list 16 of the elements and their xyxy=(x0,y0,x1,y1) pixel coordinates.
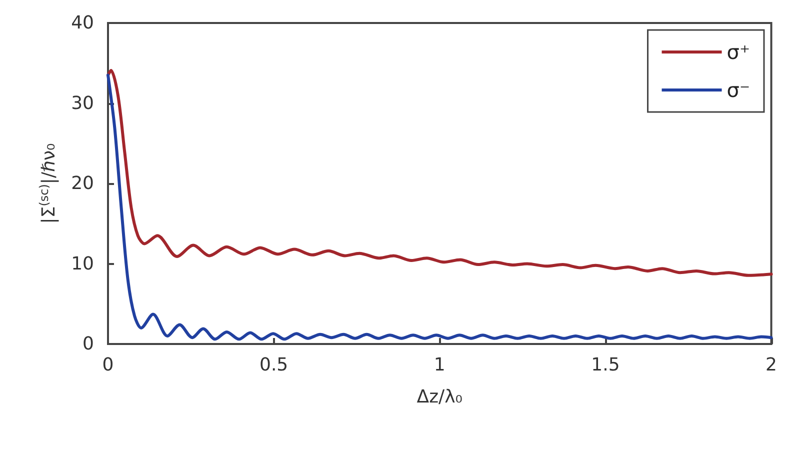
legend-label: σ⁺ xyxy=(726,40,750,64)
y-axis-title: |Σ(sc)|/ℏν₀ xyxy=(37,143,60,224)
x-tick-label: 1.5 xyxy=(591,354,620,376)
x-tick-label: 2 xyxy=(766,354,777,376)
y-tick-label: 10 xyxy=(71,253,94,274)
line-series xyxy=(106,74,773,341)
y-tick-label: 40 xyxy=(71,12,94,34)
x-tick-label: 0 xyxy=(102,354,114,376)
line-series xyxy=(106,68,773,277)
y-tick-label: 0 xyxy=(82,334,94,354)
x-tick-label: 0.5 xyxy=(260,354,288,376)
legend-label: σ⁻ xyxy=(726,78,750,102)
y-tick-label: 20 xyxy=(71,173,94,194)
x-tick-label: 1 xyxy=(434,354,446,376)
x-axis-title: Δz/λ₀ xyxy=(416,386,462,408)
y-tick-label: 30 xyxy=(71,92,94,114)
